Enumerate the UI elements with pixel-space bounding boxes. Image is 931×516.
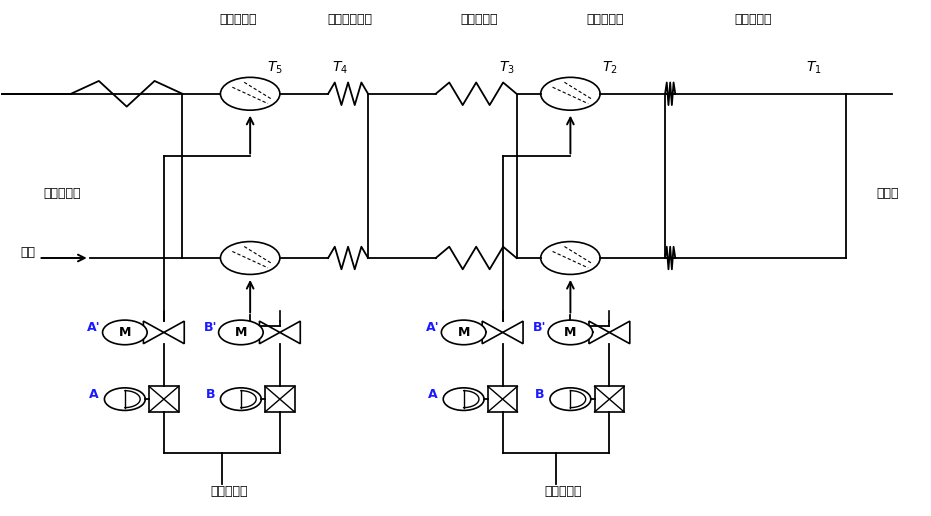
Circle shape [548, 320, 593, 345]
Text: B': B' [204, 321, 217, 334]
Text: 二级减温水: 二级减温水 [545, 485, 582, 498]
Text: 一级减温水: 一级减温水 [210, 485, 248, 498]
Text: A: A [428, 388, 438, 400]
Text: $T_2$: $T_2$ [601, 60, 617, 76]
Text: M: M [118, 326, 131, 339]
Circle shape [219, 320, 263, 345]
Text: $T_4$: $T_4$ [332, 60, 348, 76]
Text: $T_3$: $T_3$ [499, 60, 515, 76]
Text: A': A' [426, 321, 439, 334]
Text: 至汽机: 至汽机 [877, 187, 899, 200]
Bar [265, 386, 295, 412]
Text: 末级过热器: 末级过热器 [735, 13, 772, 26]
Text: B': B' [533, 321, 546, 334]
Text: A: A [89, 388, 99, 400]
Text: 后屏过热器: 后屏过热器 [461, 13, 498, 26]
Text: 二级减温器: 二级减温器 [586, 13, 624, 26]
Text: 初级过热器: 初级过热器 [43, 187, 80, 200]
Circle shape [102, 320, 147, 345]
Bar [149, 386, 179, 412]
Text: B: B [535, 388, 545, 400]
Bar [595, 386, 624, 412]
Text: A': A' [88, 321, 101, 334]
Bar [488, 386, 518, 412]
Text: 一级减温器: 一级减温器 [220, 13, 257, 26]
Text: $T_5$: $T_5$ [267, 60, 283, 76]
Text: 分割屏过热器: 分割屏过热器 [327, 13, 372, 26]
Text: M: M [235, 326, 247, 339]
Text: M: M [457, 326, 470, 339]
Circle shape [441, 320, 486, 345]
Text: $T_1$: $T_1$ [805, 60, 821, 76]
Text: M: M [564, 326, 576, 339]
Text: 蒸汽: 蒸汽 [20, 246, 34, 260]
Text: B: B [206, 388, 215, 400]
